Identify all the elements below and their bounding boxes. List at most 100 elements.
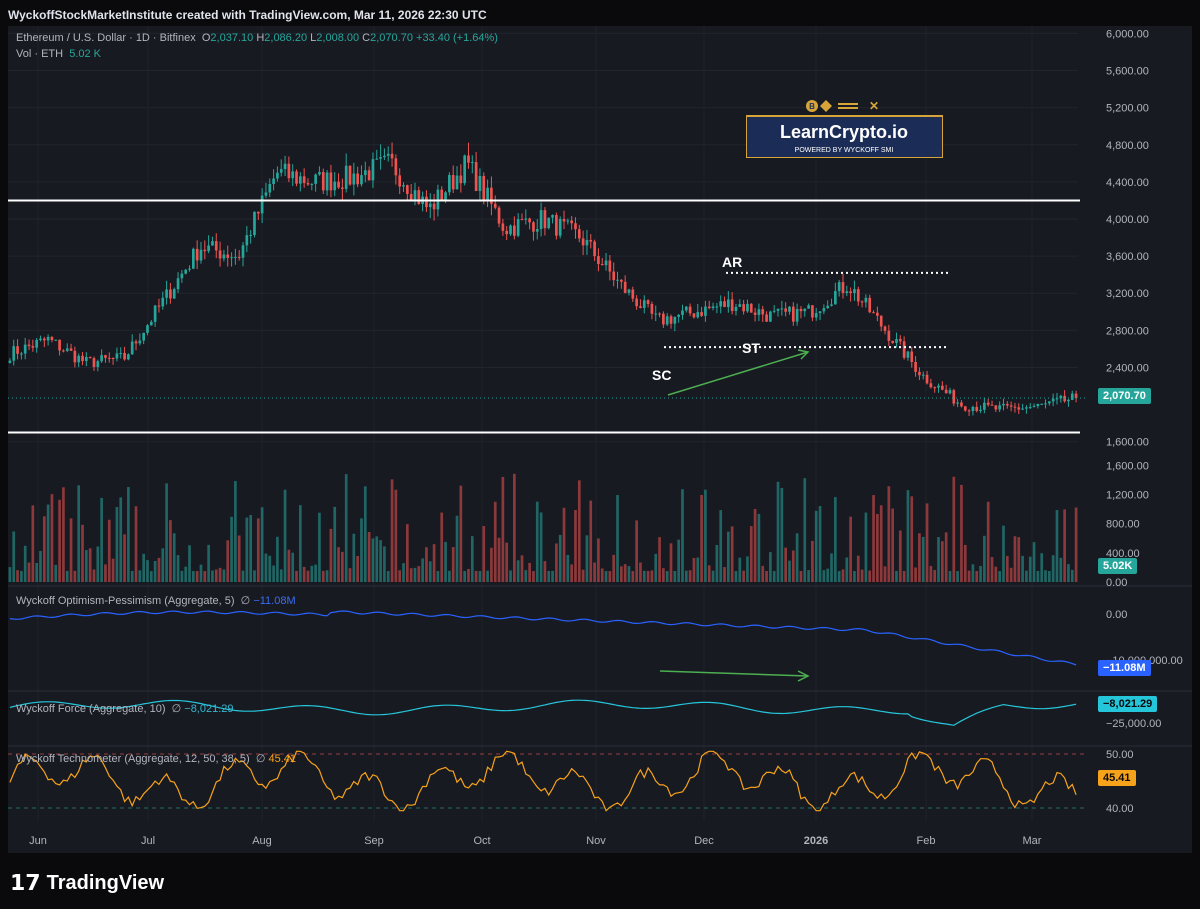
candle-body [948,390,952,394]
volume-bar [1028,556,1032,582]
volume-bar [673,570,677,582]
volume-bar [562,507,566,582]
volume-bar [627,566,631,582]
candle-body [669,316,673,324]
op-tag: −11.08M [1098,660,1151,676]
volume-bar [314,564,317,582]
candle-body [532,222,535,232]
volume-bar [558,534,562,582]
candle-body [845,291,849,293]
volume-bar [983,535,986,582]
candle-body [432,203,436,210]
volume-bar [845,557,849,582]
price-tick-label: 2,800.00 [1106,325,1149,337]
volume-bar [960,484,963,582]
volume-bar [222,569,226,582]
volume-bar [501,476,505,582]
volume-bar [803,478,807,582]
volume-bar [730,526,734,582]
volume-bar [417,566,421,582]
st-label: ST [742,340,760,356]
force-value: −8,021.29 [184,703,234,715]
legend-symbol: Ethereum / U.S. Dollar · 1D · Bitfinex [16,32,196,44]
candle-body [54,339,58,341]
candle-body [31,346,35,348]
volume-bar [665,571,669,582]
price-tick-label: 4,400.00 [1106,177,1149,189]
candle-body [1059,395,1063,399]
candle-body [459,175,463,184]
candle-body [933,387,937,389]
candle-body [780,308,784,310]
candle-body [711,306,715,309]
candle-body [1002,403,1005,406]
volume-bar [46,504,50,582]
candle-body [333,181,337,191]
legend-o-label: O [201,32,211,44]
candle-body [337,181,340,188]
price-tick-label: 2,400.00 [1106,362,1149,374]
volume-bar [883,566,887,582]
candle-body [448,175,451,193]
candle-body [998,405,1001,410]
volume-bar [172,533,176,582]
chart-svg[interactable]: 6,000.00 5,600.00 5,200.00 4,800.00 4,400.00… [8,26,1192,853]
volume-bar [50,494,54,582]
volume-bar [310,565,314,582]
candle-body [253,211,256,235]
op-value: −11.08M [253,595,296,607]
candle-body [910,351,914,363]
candle-body [115,353,119,359]
chart-area[interactable]: 6,000.00 5,600.00 5,200.00 4,800.00 4,400.00… [8,26,1192,853]
candle-body [417,190,421,204]
volume-bar [27,562,31,582]
candle-body [864,297,868,303]
candle-body [180,273,184,279]
force-line [9,699,1077,726]
candle-body [1013,406,1017,408]
candle-body [639,306,642,308]
candle-body [214,241,218,251]
volume-bar [237,535,241,582]
volume-bar [234,481,237,582]
candle-body [486,187,489,200]
candle-body [902,341,906,358]
volume-bar [356,556,359,582]
candle-body [837,282,841,292]
volume-bar [299,505,302,582]
candle-body [310,183,314,185]
volume-bar [692,557,696,582]
levels: AR ST SC [8,199,1088,682]
tradingview-footer[interactable]: 𝟭𝟳 TradingView [10,870,164,896]
volume-bar [421,558,424,582]
candle-body [807,305,810,309]
candle-body [516,219,520,236]
candle-body [367,170,371,181]
candle-body [1005,403,1009,406]
vol-tick-label: 0.00 [1106,577,1127,589]
candle-body [849,291,852,294]
candle-body [363,170,367,176]
volume-bar [998,571,1001,582]
svg-text:B: B [809,102,815,111]
volume-bar [1036,570,1040,582]
candle-body [272,178,275,185]
candle-body [887,330,891,341]
candle-body [230,257,233,259]
vol-label: Vol · ETH [16,48,64,60]
candle-body [211,241,214,246]
legend-low: 2,008.00 [316,32,360,44]
volume-bar [394,489,398,582]
vol-tick-label: 1,200.00 [1106,489,1149,501]
volume-bar [65,570,69,582]
volume-bar [925,503,929,582]
volume-bar [333,506,337,582]
volume-bar [704,489,707,582]
candle-body [990,404,994,406]
volume-bar [1002,525,1005,582]
volume-bar [532,571,535,582]
candle-body [383,155,386,158]
candle-body [646,300,650,304]
candle-body [138,340,142,344]
volume-bar [341,551,344,582]
